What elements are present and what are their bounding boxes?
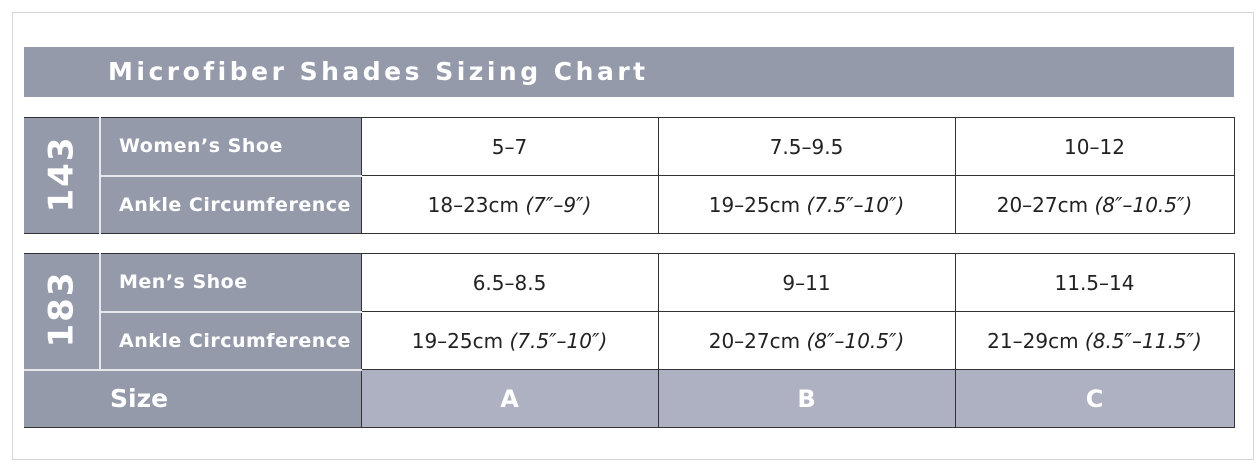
- cell: 18–23cm (7″–9″): [360, 175, 659, 234]
- cell: 5–7: [360, 117, 659, 176]
- group-code: 143: [24, 117, 101, 234]
- row-label: Ankle Circumference: [100, 311, 361, 371]
- chart-frame: [12, 12, 1254, 460]
- cell: 20–27cm (8″–10.5″): [657, 311, 956, 370]
- table-row: Ankle Circumference 18–23cm (7″–9″) 19–2…: [24, 175, 1235, 234]
- cell: 11.5–14: [954, 253, 1235, 312]
- cell: 21–29cm (8.5″–11.5″): [954, 311, 1235, 370]
- size-cell: A: [360, 369, 659, 428]
- table-row: 183 Men’s Shoe 6.5–8.5 9–11 11.5–14: [24, 253, 1235, 370]
- cell: 20–27cm (8″–10.5″): [954, 175, 1235, 234]
- group-code: 183: [24, 253, 101, 370]
- row-label: Ankle Circumference: [100, 175, 361, 234]
- chart-title: Microfiber Shades Sizing Chart: [24, 47, 1234, 97]
- table-row: Ankle Circumference 19–25cm (7.5″–10″) 2…: [24, 311, 1235, 371]
- cell: 10–12: [954, 117, 1235, 176]
- women-sizing-table: 143 Women’s Shoe 5–7 7.5–9.5 10–12 Ankle…: [24, 117, 1235, 234]
- size-cell: C: [954, 369, 1235, 428]
- men-sizing-table: 183 Men’s Shoe 6.5–8.5 9–11 11.5–14 Ankl…: [24, 253, 1235, 428]
- size-row: Size A B C: [24, 368, 1235, 428]
- row-label: Men’s Shoe: [100, 253, 361, 313]
- cell: 19–25cm (7.5″–10″): [657, 175, 956, 234]
- size-cell: B: [657, 369, 956, 428]
- row-label: Women’s Shoe: [100, 117, 361, 177]
- size-label: Size: [24, 368, 361, 428]
- table-row: 143 Women’s Shoe 5–7 7.5–9.5 10–12: [24, 117, 1235, 234]
- cell: 9–11: [657, 253, 956, 312]
- cell: 6.5–8.5: [360, 253, 659, 312]
- cell: 19–25cm (7.5″–10″): [360, 311, 659, 370]
- cell: 7.5–9.5: [657, 117, 956, 176]
